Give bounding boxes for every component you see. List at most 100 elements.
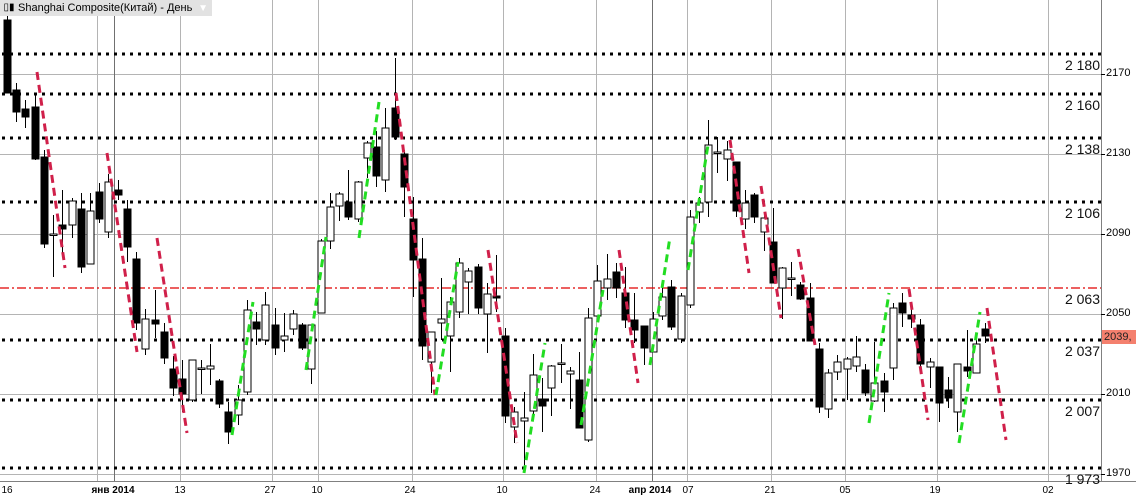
- level-label: 2 106: [1064, 205, 1100, 221]
- up-trend-segment: [230, 301, 255, 436]
- bullish-candle: [437, 318, 446, 324]
- y-tick-label: 2170: [1106, 67, 1131, 79]
- y-tick-label: 2090: [1106, 227, 1131, 239]
- bullish-candle: [427, 331, 436, 363]
- bullish-candle: [843, 358, 852, 370]
- bearish-candle: [169, 368, 178, 389]
- bullish-candle: [713, 151, 722, 154]
- bullish-candle: [141, 318, 150, 350]
- chevron-down-icon[interactable]: ▼: [198, 2, 208, 14]
- y-tick-label: 1970: [1106, 467, 1131, 479]
- bullish-candle: [547, 365, 556, 389]
- bullish-candle: [363, 142, 372, 159]
- bearish-candle: [77, 208, 86, 268]
- bullish-candle: [677, 295, 686, 340]
- bearish-candle: [750, 194, 759, 218]
- bearish-candle: [372, 146, 381, 177]
- bullish-candle: [307, 324, 316, 370]
- chart-title: Shanghai Composite(Китай) - День: [18, 2, 193, 14]
- bullish-candle: [520, 417, 529, 422]
- bullish-candle: [483, 293, 492, 315]
- bearish-candle: [935, 366, 944, 404]
- down-trend-segment: [394, 92, 437, 396]
- level-label: 2 160: [1064, 97, 1100, 113]
- x-tick-label: янв 2014: [91, 485, 135, 496]
- x-tick-label: 24: [589, 485, 601, 496]
- bearish-candle: [796, 284, 805, 300]
- bearish-candle: [224, 411, 233, 433]
- bullish-candle: [787, 277, 796, 280]
- down-trend-segment: [759, 185, 783, 319]
- y-tick-label: 2050: [1106, 307, 1131, 319]
- up-trend-segment: [686, 144, 710, 271]
- bullish-candle: [741, 202, 750, 220]
- bearish-candle: [880, 380, 889, 393]
- bullish-candle: [455, 262, 464, 313]
- candlestick-icon: ▯▮: [3, 2, 15, 13]
- bullish-candle: [289, 313, 298, 330]
- x-tick-label: апр 2014: [628, 485, 672, 496]
- down-trend-segment: [105, 152, 139, 353]
- bullish-candle: [104, 181, 113, 233]
- bearish-candle: [298, 324, 307, 349]
- level-label: 2 180: [1064, 57, 1100, 73]
- bearish-candle: [769, 241, 778, 284]
- down-trend-segment: [728, 139, 751, 274]
- level-label: 1 973: [1064, 471, 1100, 487]
- x-tick-label: 05: [839, 485, 851, 496]
- bearish-candle: [95, 191, 104, 220]
- bearish-candle: [815, 348, 824, 408]
- bearish-candle: [861, 369, 870, 394]
- down-trend-segment: [985, 307, 1008, 441]
- bullish-candle: [723, 149, 732, 160]
- x-tick-label: 10: [311, 485, 323, 496]
- up-trend-segment: [579, 289, 605, 426]
- down-trend-segment: [796, 248, 817, 346]
- bearish-candle: [12, 89, 21, 113]
- bearish-candle: [31, 106, 40, 160]
- bearish-candle: [123, 208, 132, 248]
- bullish-candle: [704, 144, 713, 203]
- bullish-candle: [953, 363, 962, 413]
- bearish-candle: [492, 295, 501, 299]
- x-tick-label: 10: [496, 485, 508, 496]
- level-label: 2 037: [1064, 343, 1100, 359]
- bearish-candle: [215, 380, 224, 405]
- bearish-candle: [667, 286, 676, 328]
- x-tick-label: 21: [764, 485, 776, 496]
- bearish-candle: [538, 398, 547, 407]
- bearish-candle: [160, 331, 169, 359]
- bearish-candle: [575, 379, 584, 429]
- y-tick-label: 2130: [1106, 147, 1131, 159]
- bullish-candle: [686, 216, 695, 306]
- bearish-candle: [3, 19, 12, 94]
- bullish-candle: [464, 270, 473, 283]
- level-label: 2 007: [1064, 403, 1100, 419]
- x-tick-label: 16: [1, 485, 13, 496]
- up-trend-segment: [357, 101, 381, 239]
- bullish-candle: [326, 206, 335, 242]
- bearish-candle: [981, 328, 990, 337]
- x-tick-label: 24: [404, 485, 416, 496]
- x-tick-label: 07: [682, 485, 694, 496]
- up-trend-segment: [304, 236, 328, 371]
- bearish-candle: [630, 319, 639, 331]
- down-trend-segment: [907, 288, 930, 421]
- chart-title-bar[interactable]: ▯▮ Shanghai Composite(Китай) - День ▼: [0, 0, 212, 16]
- bullish-candle: [593, 280, 602, 317]
- x-tick-label: 13: [174, 485, 186, 496]
- bullish-candle: [335, 193, 344, 207]
- bullish-candle: [824, 372, 833, 410]
- bullish-candle: [49, 233, 58, 236]
- up-trend-segment: [434, 261, 460, 396]
- bullish-candle: [197, 367, 206, 370]
- up-trend-segment: [957, 311, 982, 444]
- down-trend-segment: [617, 249, 640, 384]
- y-tick-label: 2010: [1106, 387, 1131, 399]
- up-trend-segment: [522, 342, 547, 474]
- bearish-candle: [21, 108, 30, 118]
- bullish-candle: [557, 362, 566, 365]
- bearish-candle: [114, 189, 123, 196]
- x-tick-label: 19: [929, 485, 941, 496]
